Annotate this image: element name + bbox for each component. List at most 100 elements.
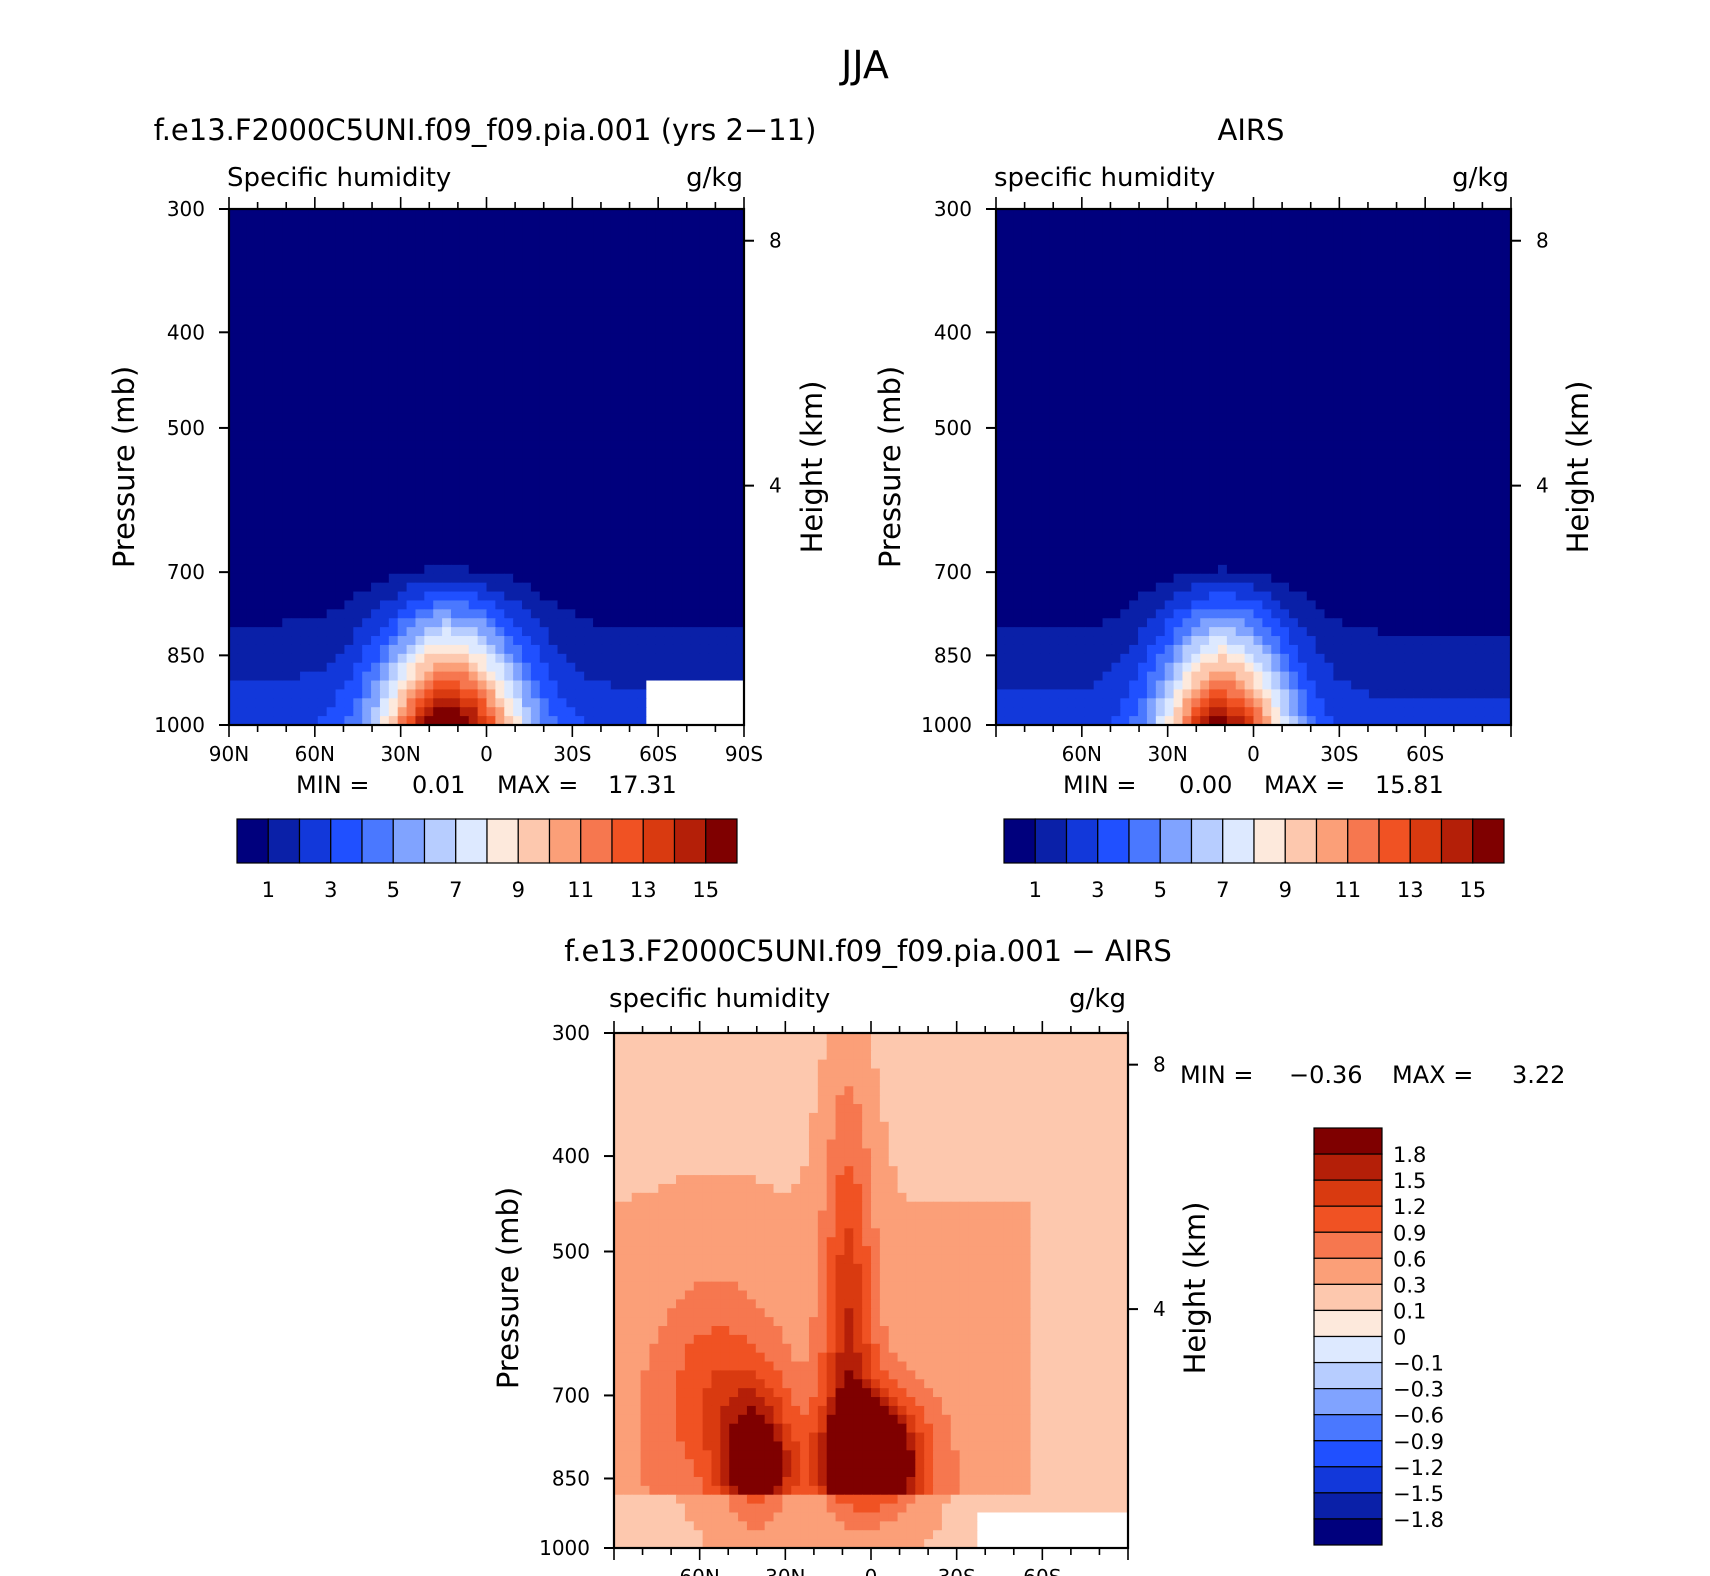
field-cell (1058, 315, 1068, 326)
field-cell (717, 244, 727, 255)
field-cell (300, 333, 310, 344)
field-cell (1217, 386, 1228, 397)
field-cell (672, 591, 683, 602)
field-cell (1120, 289, 1130, 299)
field-cell (575, 600, 585, 610)
field-cell (237, 502, 248, 513)
field-cell (282, 529, 292, 539)
field-cell (717, 653, 727, 664)
field-cell (459, 555, 470, 566)
field-cell (486, 689, 496, 699)
field-cell (353, 226, 363, 237)
field-cell (1351, 333, 1361, 344)
field-cell (415, 671, 425, 682)
field-cell (690, 386, 701, 397)
field-cell (459, 449, 470, 459)
field-cell (433, 235, 443, 246)
field-cell (237, 262, 248, 272)
field-cell (548, 591, 559, 602)
field-cell (379, 244, 390, 255)
field-cell (237, 555, 248, 566)
field-cell (690, 253, 701, 263)
field-cell (264, 351, 274, 361)
field-cell (699, 555, 710, 566)
field-cell (335, 458, 346, 468)
field-cell (699, 217, 710, 228)
field-cell (681, 262, 692, 272)
field-cell (415, 253, 425, 263)
field-cell (646, 636, 656, 646)
field-cell (610, 600, 621, 610)
field-cell (1404, 271, 1414, 281)
field-cell (335, 422, 346, 433)
field-cell (996, 253, 1006, 263)
field-cell (548, 315, 559, 326)
field-cell (522, 226, 532, 237)
field-cell (1217, 226, 1228, 237)
field-cell (672, 653, 683, 664)
field-cell (1360, 413, 1370, 424)
field-cell (548, 458, 559, 468)
field-cell (996, 440, 1006, 450)
field-cell (539, 689, 550, 699)
field-cell (424, 333, 434, 344)
field-cell (433, 609, 443, 619)
field-cell (575, 235, 585, 246)
field-cell (344, 244, 354, 255)
field-cell (237, 636, 248, 646)
field-cell (708, 591, 718, 602)
field-cell (433, 289, 443, 299)
field-cell (610, 547, 621, 557)
field-cell (459, 351, 470, 361)
field-cell (1093, 440, 1104, 450)
field-cell (291, 386, 301, 397)
field-cell (1280, 369, 1290, 379)
field-cell (308, 609, 319, 619)
field-cell (300, 662, 310, 673)
field-cell (513, 555, 523, 566)
field-cell (362, 235, 372, 246)
field-cell (1368, 378, 1379, 388)
field-cell (566, 440, 576, 450)
field-cell (1084, 369, 1095, 379)
field-cell (1342, 271, 1352, 281)
field-cell (477, 502, 488, 513)
field-cell (1200, 244, 1210, 255)
field-cell (1493, 413, 1503, 424)
field-cell (1351, 271, 1361, 281)
field-cell (495, 618, 505, 628)
field-cell (468, 698, 479, 708)
field-cell (459, 369, 470, 379)
field-cell (1235, 209, 1246, 219)
field-cell (699, 662, 710, 673)
field-cell (601, 386, 612, 397)
field-cell (433, 395, 443, 406)
field-cell (1200, 271, 1210, 281)
field-cell (1226, 235, 1237, 246)
field-cell (1031, 289, 1041, 299)
field-cell (300, 422, 310, 433)
field-cell (601, 342, 612, 352)
field-cell (1439, 244, 1450, 255)
field-cell (672, 289, 683, 299)
field-cell (1138, 315, 1148, 326)
field-cell (1102, 404, 1113, 415)
field-cell (637, 217, 647, 228)
field-cell (690, 458, 701, 468)
field-cell (637, 529, 647, 539)
field-cell (406, 573, 417, 584)
field-cell (522, 564, 532, 575)
field-cell (362, 698, 372, 708)
field-cell (1084, 360, 1095, 370)
field-cell (335, 297, 346, 308)
field-cell (371, 360, 381, 370)
field-cell (726, 467, 736, 477)
field-cell (468, 564, 479, 575)
field-cell (371, 271, 381, 281)
field-cell (1146, 351, 1157, 361)
field-cell (1439, 333, 1450, 344)
field-cell (264, 253, 274, 263)
field-cell (1377, 280, 1388, 290)
field-cell (566, 413, 576, 424)
field-cell (655, 627, 665, 637)
